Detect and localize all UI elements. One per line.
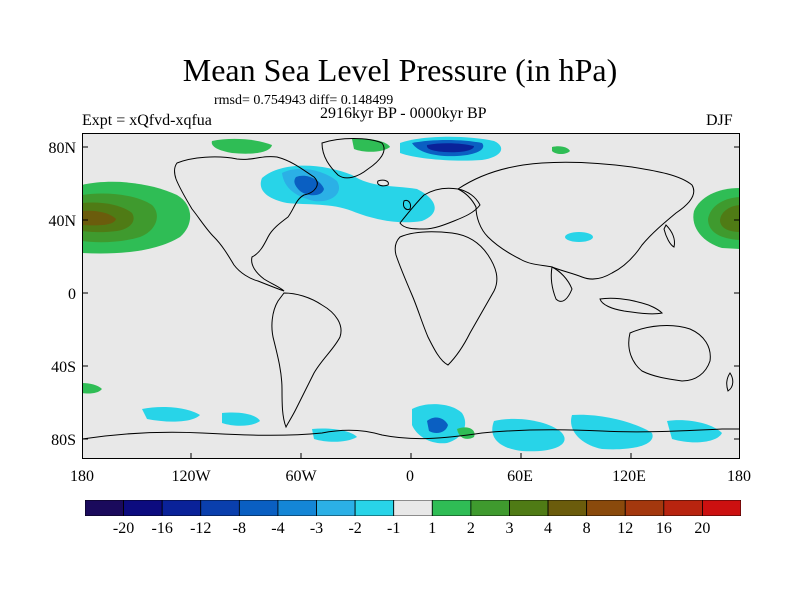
lat-label-40n: 40N <box>48 213 76 230</box>
colorbar-label: -1 <box>387 520 401 537</box>
period-label: 2916kyr BP - 0000kyr BP <box>320 105 487 122</box>
colorbar-swatch <box>547 500 588 516</box>
lon-label-60e: 60E <box>507 468 533 485</box>
coast-north-america <box>174 156 318 292</box>
anomaly-arctic-green2 <box>352 138 390 152</box>
lon-label-120e: 120E <box>612 468 646 485</box>
colorbar-swatch <box>277 500 317 516</box>
coast-british-isles <box>403 200 411 210</box>
colorbar-swatch <box>123 500 163 516</box>
map-background <box>82 133 740 459</box>
lon-label-180w: 180 <box>70 468 94 485</box>
anomaly-antarctic-cyan7 <box>312 428 357 442</box>
coast-japan <box>663 224 675 248</box>
anomaly-arctic-darkblue <box>426 143 474 153</box>
colorbar-label: 12 <box>617 520 634 537</box>
colorbar-swatch <box>85 500 124 516</box>
pressure-anomaly-map <box>82 133 740 459</box>
anomaly-antarctic-cyan4 <box>492 418 565 452</box>
coast-south-america <box>271 292 342 429</box>
colorbar-swatch <box>200 500 240 516</box>
map-frame <box>82 133 740 459</box>
lon-label-180e: 180 <box>727 468 751 485</box>
colorbar-label: -16 <box>151 520 173 537</box>
lat-label-80s: 80S <box>51 432 76 449</box>
colorbar-label: -8 <box>232 520 246 537</box>
anomaly-asia-cyan <box>565 232 593 242</box>
coast-asia <box>457 161 695 280</box>
anomaly-antarctic-blue <box>427 417 448 433</box>
experiment-label: Expt = xQfvd-xqfua <box>82 112 212 129</box>
colorbar-label: -2 <box>348 520 362 537</box>
lat-label-40s: 40S <box>51 359 76 376</box>
colorbar-swatch <box>316 500 356 516</box>
anomaly-arctic-green <box>211 138 272 154</box>
anomaly-antarctic-cyan5 <box>571 414 653 450</box>
map-title: Mean Sea Level Pressure (in hPa) <box>182 52 618 88</box>
colorbar-swatch <box>509 500 549 516</box>
anomaly-npac-east-olive <box>720 205 740 232</box>
anomaly-arctic-green3 <box>552 146 570 154</box>
coast-new-zealand <box>726 372 734 392</box>
colorbar-label: -3 <box>309 520 324 537</box>
anomaly-antarctic-cyan1 <box>142 407 200 422</box>
colorbar <box>85 500 741 516</box>
anomaly-south-green <box>82 383 102 394</box>
colorbar-swatch <box>470 500 510 516</box>
colorbar-label: -4 <box>271 520 285 537</box>
coast-iceland <box>377 179 389 187</box>
coast-africa <box>394 231 498 366</box>
anomaly-antarctic-cyan2 <box>222 412 260 426</box>
lon-label-120w: 120W <box>171 468 211 485</box>
colorbar-swatch <box>663 500 703 516</box>
season-label: DJF <box>706 112 733 129</box>
colorbar-swatch <box>702 500 741 516</box>
colorbar-label: 8 <box>582 520 591 537</box>
colorbar-label: 4 <box>544 520 553 537</box>
colorbar-label: -12 <box>190 520 212 537</box>
anomaly-fields <box>82 136 740 452</box>
coastlines <box>82 138 740 440</box>
colorbar-swatch <box>238 500 279 516</box>
colorbar-swatch <box>586 500 626 516</box>
lon-label-0: 0 <box>406 468 414 485</box>
colorbar-label: 20 <box>694 520 711 537</box>
coast-india <box>550 266 573 302</box>
colorbar-label: 1 <box>428 520 437 537</box>
anomaly-antarctic-cyan6 <box>667 420 722 443</box>
coast-greenland <box>321 138 385 179</box>
coast-antarctica <box>82 428 740 440</box>
colorbar-swatch <box>431 500 472 516</box>
lat-label-0: 0 <box>68 286 76 303</box>
colorbar-label: 2 <box>466 520 475 537</box>
anomaly-npac-west-brown <box>82 210 116 226</box>
colorbar-swatch <box>161 500 202 516</box>
colorbar-swatch <box>624 500 665 516</box>
colorbar-label: 16 <box>655 520 672 537</box>
colorbar-swatch <box>393 500 433 516</box>
coast-europe <box>399 187 481 230</box>
coast-indonesia <box>599 297 664 315</box>
colorbar-label: 3 <box>505 520 514 537</box>
coast-australia <box>628 325 711 382</box>
stats-text: rmsd= 0.754943 diff= 0.148499 <box>214 93 394 108</box>
lon-label-60w: 60W <box>285 468 317 485</box>
lat-label-80n: 80N <box>48 140 76 157</box>
colorbar-swatch <box>354 500 395 516</box>
colorbar-label: -20 <box>112 520 135 537</box>
